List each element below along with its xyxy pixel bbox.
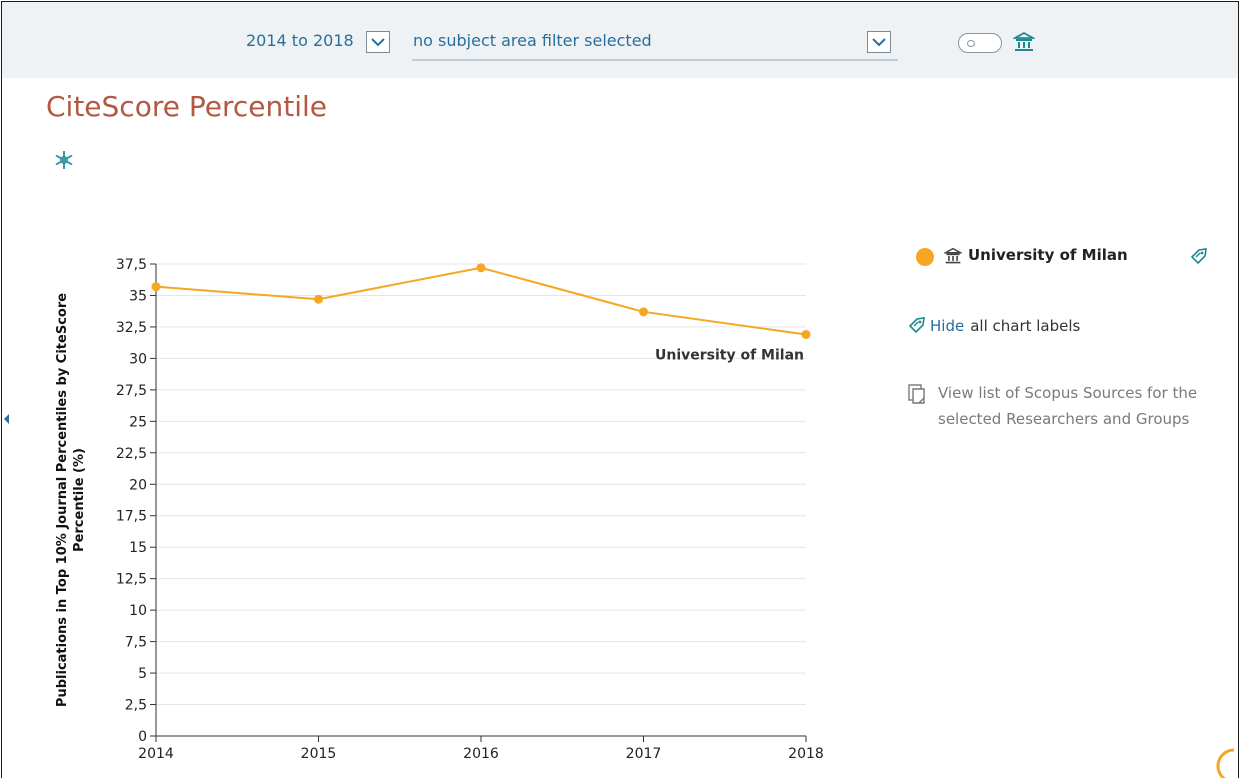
institution-icon <box>944 247 962 264</box>
y-axis-label: Publications in Top 10% Journal Percenti… <box>55 293 87 707</box>
legend-series-label[interactable]: University of Milan <box>968 246 1128 264</box>
data-point[interactable] <box>639 307 648 317</box>
y-tick-label: 7,5 <box>125 635 147 651</box>
y-tick-label: 15 <box>129 540 147 556</box>
hide-labels-suffix: all chart labels <box>970 317 1081 335</box>
collapse-handle[interactable] <box>4 414 9 424</box>
y-tick-label: 37,5 <box>116 257 147 273</box>
y-tick-label: 0 <box>138 729 147 745</box>
data-point[interactable] <box>801 329 811 339</box>
period-dropdown-button[interactable] <box>366 31 390 53</box>
toggle-switch-icon[interactable] <box>958 33 1002 53</box>
subject-area-filter-text: no subject area filter selected <box>413 31 652 50</box>
y-tick-label: 25 <box>129 414 147 430</box>
loading-spinner-icon <box>1216 748 1235 778</box>
tag-icon[interactable] <box>1190 247 1208 265</box>
data-point[interactable] <box>151 282 161 292</box>
legend-color-marker[interactable] <box>916 248 934 266</box>
x-tick-label: 2014 <box>138 746 174 762</box>
x-tick-label: 2015 <box>301 746 337 762</box>
hide-labels-link[interactable]: Hide <box>930 317 965 335</box>
chevron-down-icon <box>872 38 886 47</box>
y-tick-label: 27,5 <box>116 383 147 399</box>
series-line <box>155 266 807 336</box>
data-point[interactable] <box>314 294 323 304</box>
chart-labels-toggle: Hide all chart labels <box>908 316 1080 335</box>
y-tick-label: 2,5 <box>125 698 147 714</box>
period-selector[interactable]: 2014 to 2018 <box>246 31 354 50</box>
document-list-icon[interactable] <box>908 384 926 404</box>
chevron-down-icon <box>371 38 385 47</box>
y-tick-label: 10 <box>129 603 147 619</box>
y-tick-label: 35 <box>129 288 147 304</box>
page-title: CiteScore Percentile <box>46 90 327 123</box>
y-tick-label: 22,5 <box>116 446 147 462</box>
y-tick-label: 30 <box>129 351 147 367</box>
line-chart: 0 2,5 5 7,5 10 12,5 15 17,5 20 22,5 25 27,5 30 32,5 35… <box>55 257 824 762</box>
tag-icon <box>908 317 925 334</box>
filter-bar: 2014 to 2018 no subject area filter sele… <box>2 2 1238 78</box>
data-point[interactable] <box>476 263 486 273</box>
institution-icon[interactable] <box>1013 31 1035 53</box>
subject-dropdown-button[interactable] <box>867 31 891 53</box>
subject-area-filter[interactable]: no subject area filter selected <box>412 31 898 61</box>
x-tick-label: 2016 <box>463 746 499 762</box>
y-tick-label: 5 <box>138 666 147 682</box>
snowflake-settings-icon[interactable] <box>54 150 74 170</box>
y-tick-label: 20 <box>129 477 147 493</box>
x-tick-label: 2017 <box>626 746 662 762</box>
x-tick-label: 2018 <box>788 746 824 762</box>
view-sources-link[interactable]: View list of Scopus Sources for the sele… <box>938 384 1198 428</box>
y-tick-label: 12,5 <box>116 572 147 588</box>
series-data-label: University of Milan <box>655 347 804 363</box>
y-tick-label: 17,5 <box>116 509 147 525</box>
y-tick-label: 32,5 <box>116 320 147 336</box>
